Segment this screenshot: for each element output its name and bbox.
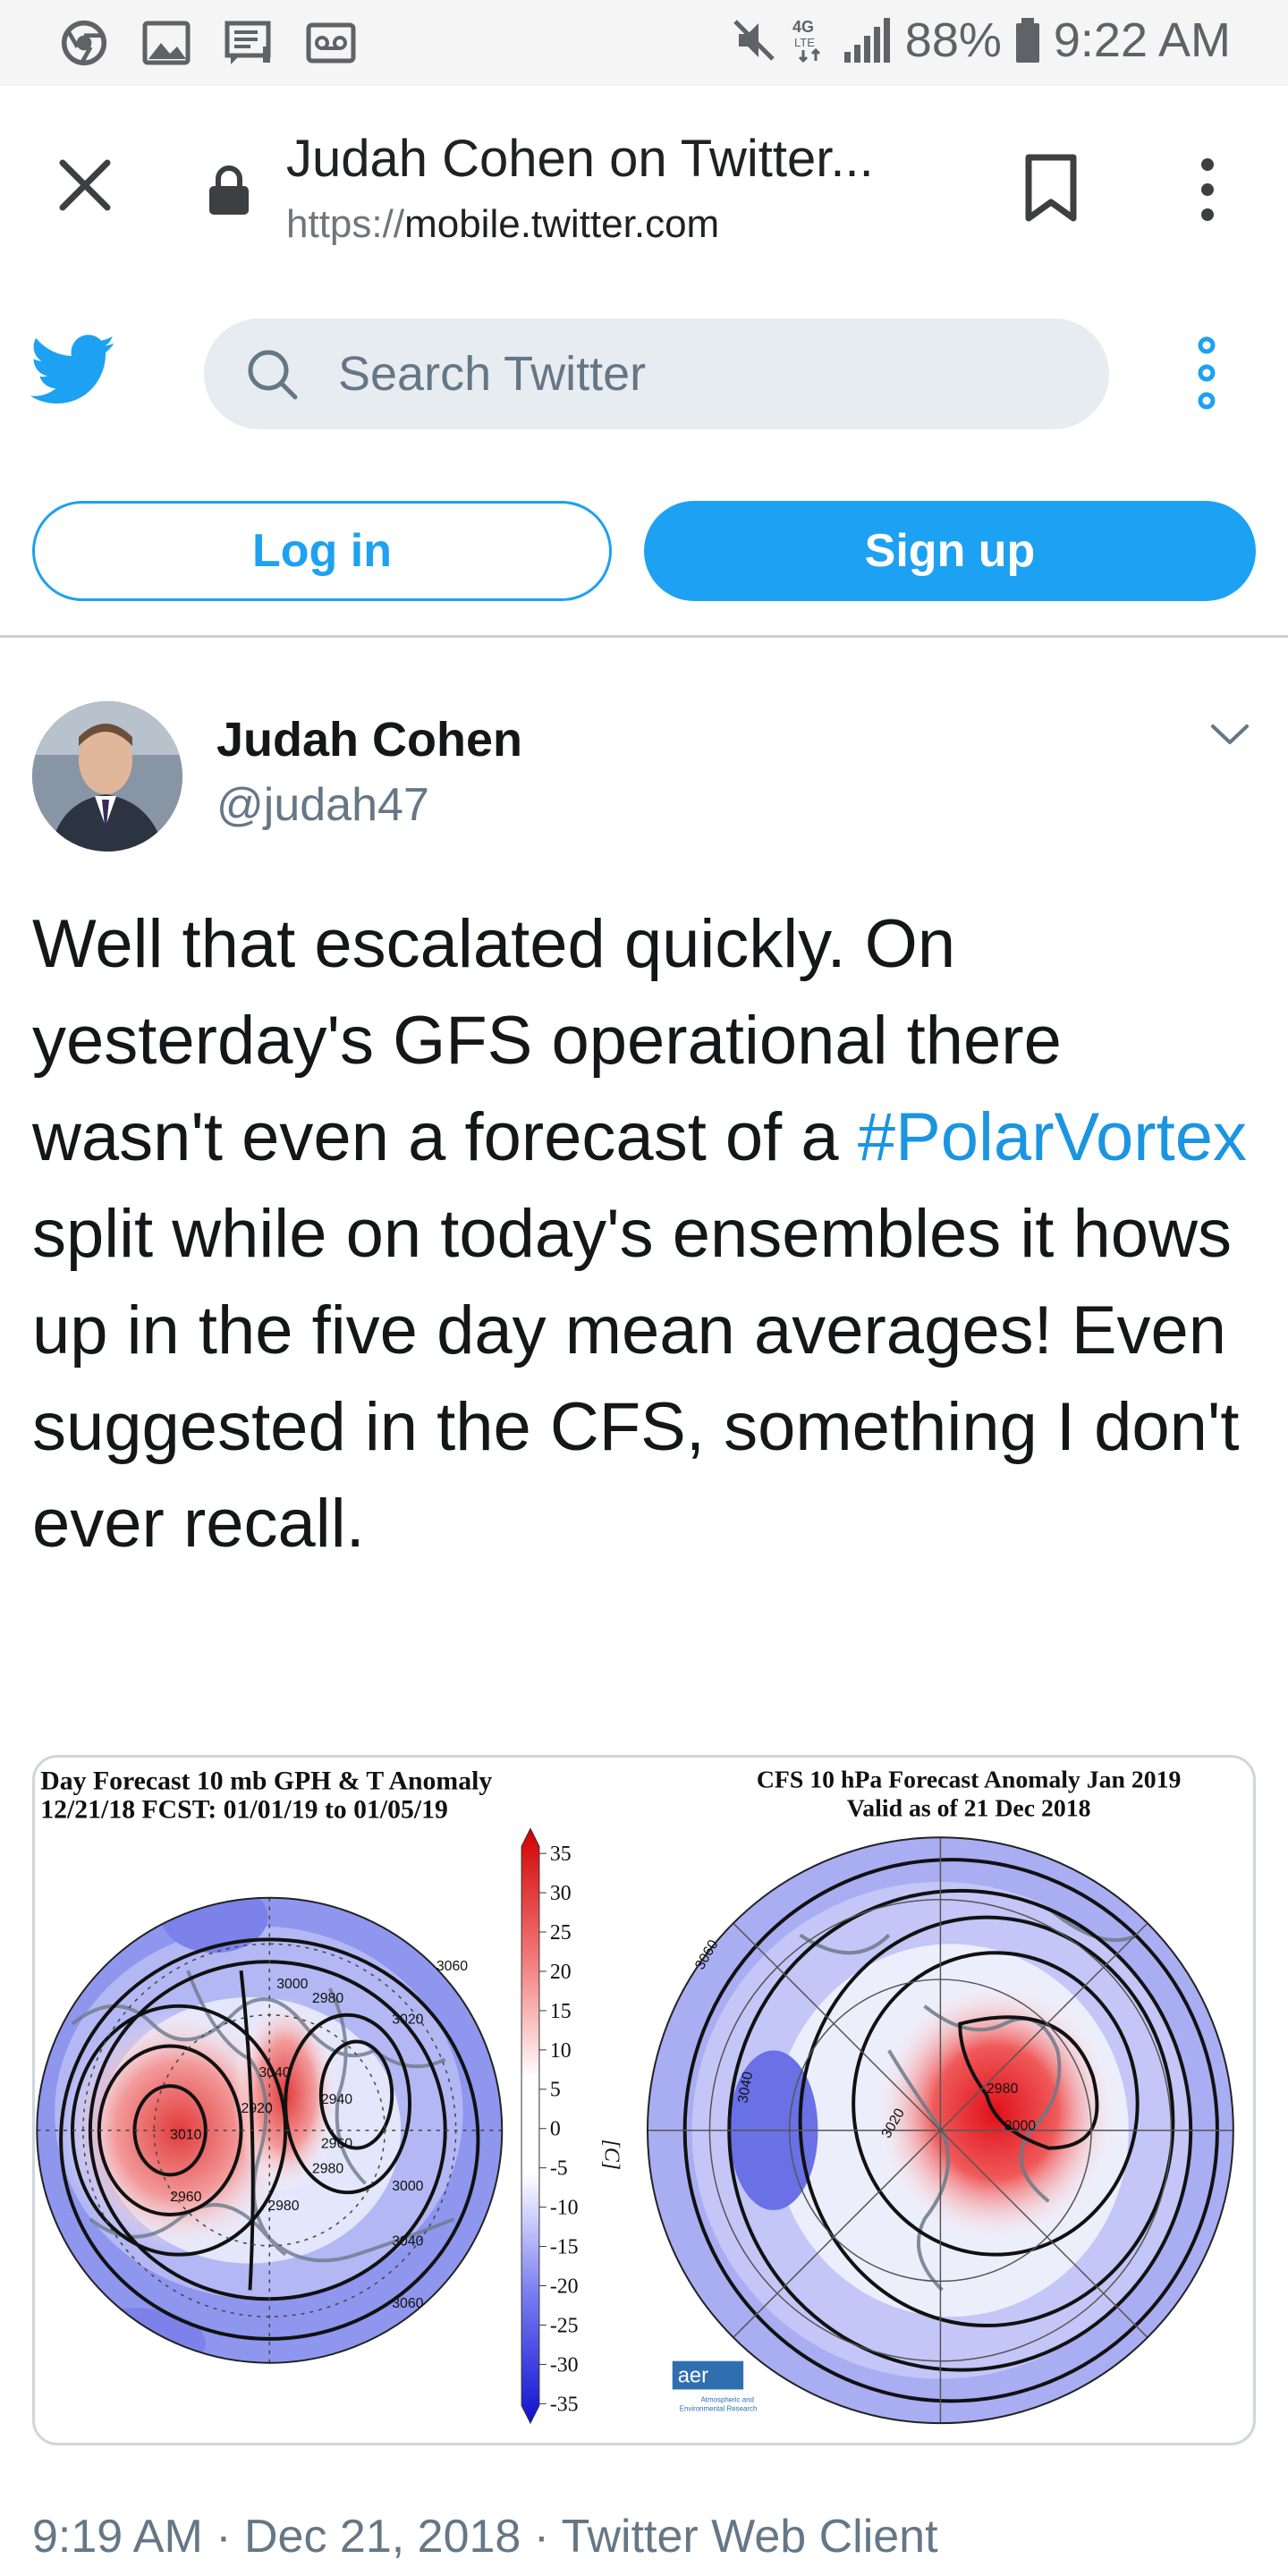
header-divider bbox=[0, 635, 1288, 638]
contour-label: 3000 bbox=[392, 2179, 423, 2194]
svg-text:LTE: LTE bbox=[794, 36, 815, 49]
colorbar-tick-label: -30 bbox=[550, 2353, 579, 2377]
contour-label: 2980 bbox=[312, 1991, 343, 2006]
colorbar-tick-label: 0 bbox=[550, 2118, 561, 2141]
colorbar-tick-label: 5 bbox=[550, 2079, 561, 2102]
contour-label: 2960 bbox=[321, 2137, 352, 2152]
left-polar-map bbox=[37, 1897, 503, 2363]
twitter-logo-icon[interactable] bbox=[30, 333, 116, 408]
aer-logo: aer Atmospheric and Environmental Resear… bbox=[672, 2360, 758, 2412]
left-map-title: Day Forecast 10 mb GPH & T Anomaly bbox=[40, 1767, 492, 1796]
svg-text:4G: 4G bbox=[792, 18, 814, 36]
svg-text:Atmospheric and: Atmospheric and bbox=[701, 2395, 754, 2403]
search-box[interactable] bbox=[204, 318, 1109, 429]
right-polar-map bbox=[647, 1837, 1233, 2424]
author-name[interactable]: Judah Cohen bbox=[216, 713, 523, 767]
tweet-timestamp[interactable]: 9:19 AM · Dec 21, 2018 · Twitter Web Cli… bbox=[32, 2511, 938, 2563]
contour-label: 2980 bbox=[267, 2199, 299, 2214]
contour-label: 3020 bbox=[392, 2012, 423, 2028]
avatar-image bbox=[32, 701, 182, 852]
contour-label: 2980 bbox=[987, 2081, 1018, 2097]
colorbar-tick-label: -10 bbox=[550, 2197, 579, 2220]
contour-label: 3000 bbox=[276, 1977, 308, 1992]
colorbar: 35 30 25 20 15 10 5 0 -5 -10 -15 -20 -25 -30 -35 [C] bbox=[521, 1827, 623, 2425]
close-icon[interactable] bbox=[55, 156, 114, 215]
bookmark-icon[interactable] bbox=[1020, 152, 1082, 224]
author-handle[interactable]: @judah47 bbox=[216, 779, 429, 831]
lock-icon bbox=[209, 165, 249, 215]
colorbar-tick-label: -5 bbox=[550, 2157, 568, 2181]
colorbar-tick-label: -20 bbox=[550, 2275, 579, 2298]
colorbar-tick-label: 35 bbox=[550, 1843, 572, 1866]
login-button[interactable]: Log in bbox=[32, 501, 612, 601]
right-map-subtitle: Valid as of 21 Dec 2018 bbox=[847, 1794, 1091, 1822]
signal-icon bbox=[843, 18, 890, 63]
signup-button[interactable]: Sign up bbox=[644, 501, 1256, 601]
url-scheme: https:// bbox=[286, 202, 405, 246]
status-bar: 4G LTE 88% 9:22 AM bbox=[0, 0, 1288, 86]
notification-icons bbox=[59, 20, 356, 66]
right-map-title: CFS 10 hPa Forecast Anomaly Jan 2019 bbox=[757, 1767, 1182, 1794]
left-map-subtitle: 12/21/18 FCST: 01/01/19 to 01/05/19 bbox=[40, 1794, 448, 1824]
contour-label: 2920 bbox=[242, 2101, 273, 2116]
message-icon bbox=[225, 21, 271, 64]
contour-label: 2960 bbox=[170, 2190, 201, 2205]
more-vert-icon[interactable] bbox=[1190, 156, 1225, 224]
page-url[interactable]: https://mobile.twitter.com bbox=[286, 202, 719, 247]
tweet-text: Well that escalated quickly. On yesterda… bbox=[32, 896, 1267, 1572]
contour-label: 2940 bbox=[321, 2092, 352, 2107]
url-host: mobile.twitter.com bbox=[404, 202, 720, 246]
tweet-media[interactable]: Day Forecast 10 mb GPH & T Anomaly 12/21… bbox=[32, 1755, 1256, 2445]
voicemail-icon bbox=[306, 22, 356, 64]
colorbar-tick-label: 10 bbox=[550, 2039, 572, 2063]
colorbar-tick-label: 15 bbox=[550, 2000, 572, 2023]
search-input[interactable] bbox=[338, 318, 1072, 429]
colorbar-unit: [C] bbox=[599, 2140, 623, 2170]
hashtag-link[interactable]: #PolarVortex bbox=[857, 1099, 1247, 1175]
contour-label: 3060 bbox=[392, 2296, 423, 2311]
colorbar-tick-label: 30 bbox=[550, 1882, 572, 1905]
contour-label: 3040 bbox=[258, 2065, 290, 2080]
chevron-down-icon[interactable] bbox=[1209, 721, 1250, 748]
battery-icon bbox=[1015, 18, 1039, 63]
battery-percent: 88% bbox=[904, 13, 1002, 67]
more-options-icon[interactable] bbox=[1188, 336, 1225, 410]
colorbar-tick-label: 20 bbox=[550, 1961, 572, 1984]
contour-label: 2980 bbox=[312, 2161, 343, 2176]
svg-text:aer: aer bbox=[678, 2364, 708, 2388]
search-icon bbox=[248, 350, 298, 400]
colorbar-tick-label: -15 bbox=[550, 2236, 579, 2259]
svg-text:Environmental Research: Environmental Research bbox=[680, 2404, 758, 2412]
tweet-text-part2: split while on today's ensembles it hows… bbox=[32, 1196, 1240, 1562]
colorbar-tick-label: -25 bbox=[550, 2314, 579, 2337]
system-icons: 4G LTE 88% 9:22 AM bbox=[730, 13, 1231, 68]
tweet-text-part1: Well that escalated quickly. On yesterda… bbox=[32, 906, 1062, 1175]
contour-label: 3000 bbox=[1004, 2119, 1036, 2134]
contour-label: 3010 bbox=[170, 2128, 201, 2143]
contour-label: 3040 bbox=[392, 2234, 423, 2250]
page-title[interactable]: Judah Cohen on Twitter... bbox=[286, 130, 874, 188]
clock: 9:22 AM bbox=[1053, 13, 1231, 67]
image-icon bbox=[142, 21, 191, 65]
colorbar-tick-label: -35 bbox=[550, 2393, 579, 2416]
chrome-icon bbox=[61, 20, 107, 66]
contour-label: 3060 bbox=[436, 1959, 468, 1974]
contour-label: 3040 bbox=[735, 2071, 756, 2105]
colorbar-tick-label: 25 bbox=[550, 1921, 572, 1945]
avatar[interactable] bbox=[32, 701, 182, 852]
mute-icon bbox=[733, 20, 775, 61]
forecast-maps-image: Day Forecast 10 mb GPH & T Anomaly 12/21… bbox=[36, 1767, 1234, 2425]
